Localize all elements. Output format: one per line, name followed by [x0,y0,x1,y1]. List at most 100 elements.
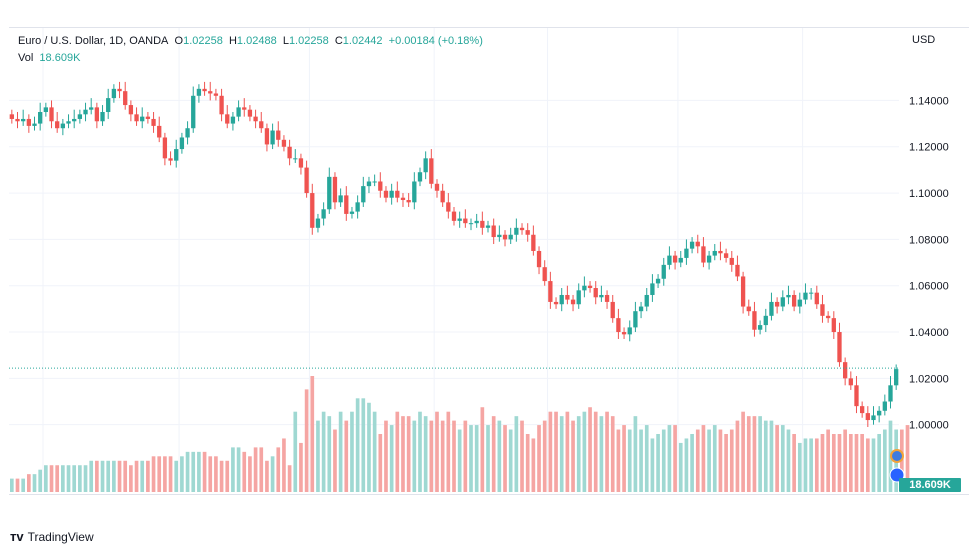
volume-bar [350,411,354,492]
volume-bar [38,469,43,492]
candle-body [565,294,570,300]
volume-bar [89,460,94,492]
volume-bar [871,438,876,492]
volume-bar [304,389,309,492]
volume-bar [78,465,82,492]
candle-body [77,114,83,119]
candle-body [134,114,139,122]
candle-body [638,306,644,312]
candle-body [327,176,332,210]
volume-bar [741,411,745,492]
candle-body [412,181,417,203]
candle-body [763,315,768,326]
open-value: 1.02258 [183,35,223,47]
candle-body [151,118,156,126]
candle-body [780,297,785,307]
volume-bar [559,416,564,492]
volume-bar [55,465,60,492]
candle-body [168,158,173,161]
volume-bar [599,416,604,492]
volume-bar [299,442,303,492]
candle-body [786,294,791,298]
candle-body [423,158,428,173]
candle-body [400,197,406,201]
volume-bar [259,447,264,492]
vol-label: Vol [18,52,34,64]
candle-body [650,283,655,295]
volume-bar [571,420,575,492]
candle-body [865,413,870,421]
tradingview-brand[interactable]: ᴛᴠ TradingView [10,529,94,544]
volume-bar [389,425,394,492]
candle-body [882,401,887,411]
chart-frame[interactable]: 1.14000 1.12000 1.10000 1.08000 1.06000 1.040… [9,27,969,495]
volume-bar [520,420,524,492]
candle-body [191,95,196,129]
volume-bar [695,429,700,492]
candle-body [655,278,661,284]
candle-body [38,112,43,124]
volume-bar [457,429,462,492]
candle-body [644,294,649,307]
volume-bar [72,465,77,492]
volume-bar [746,416,751,492]
volume-bar [463,420,468,492]
candle-body [508,234,513,240]
volume-bar [525,434,530,492]
candle-body [140,116,145,122]
candle-body [604,294,610,302]
candle-body [111,88,117,99]
volume-bar [355,398,360,492]
volume-bar [372,411,377,492]
volume-bar [236,447,241,492]
candle-body [894,369,899,386]
candle-body [440,190,445,203]
volume-bar [508,429,513,492]
volume-bar [253,447,258,492]
volume-bar [15,478,20,492]
candlestick-chart[interactable]: 1.14000 1.12000 1.10000 1.08000 1.06000 1.040… [9,28,969,494]
candle-body [26,118,31,126]
candle-body [247,109,253,117]
volume-bar [491,416,496,492]
candle-body [43,107,49,113]
volume-bar [66,465,71,492]
volume-bar [49,465,54,492]
volume-bar [270,456,275,492]
candle-body [157,125,162,138]
candle-body [378,181,383,191]
candle-body [310,193,315,228]
volume-bar [327,416,332,492]
candle-body [179,137,185,150]
candle-body [627,327,632,335]
candle-body [100,112,105,122]
volume-bar [763,420,768,492]
tradingview-logo-icon: ᴛᴠ [10,529,24,544]
candle-body [253,116,258,122]
close-value: 1.02442 [342,35,383,47]
volume-bar [202,451,207,492]
candle-body [842,362,848,379]
volume-bar [684,438,689,492]
candle-body [162,137,168,159]
candle-body [219,95,224,115]
candle-body [616,318,621,333]
candle-body [757,325,763,330]
candle-body [667,255,672,265]
candle-body [514,227,519,235]
volume-bar [83,465,88,492]
candle-body [689,241,695,249]
volume-bar [129,465,133,492]
candle-body [491,225,496,238]
volume-bar [480,407,485,492]
volume-legend: Vol 18.609K [18,52,80,64]
candle-body [497,234,502,238]
high-value: 1.02488 [236,35,277,47]
volume-bar [106,460,111,492]
volume-bar [100,460,105,492]
volume-bar [633,416,638,492]
candle-body [672,255,678,263]
volume-bar [361,398,366,492]
candle-body [21,118,26,122]
candle-body [542,267,547,282]
